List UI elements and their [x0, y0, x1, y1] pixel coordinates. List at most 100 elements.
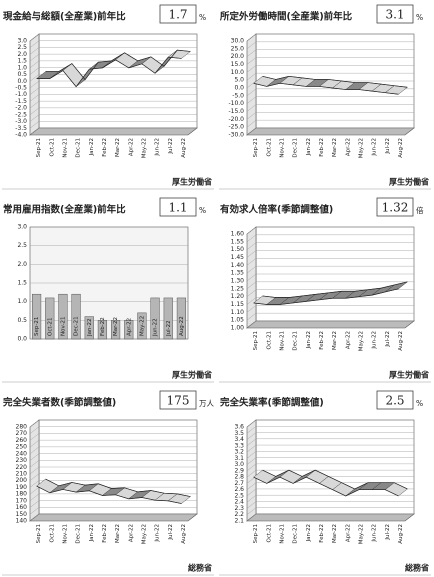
- side-grid: [29, 47, 40, 55]
- source: 厚生労働省: [172, 177, 212, 187]
- chart-title: 有効求人倍率(季節調整値): [220, 204, 333, 216]
- y-tick-label: -2.5: [15, 111, 27, 118]
- side-grid: [29, 460, 40, 468]
- y-tick-label: 140: [16, 518, 28, 525]
- y-tick-label: 2.5: [17, 242, 27, 249]
- headline-box: [376, 197, 414, 217]
- floor: [246, 127, 415, 136]
- y-tick-label: -3.5: [15, 125, 27, 132]
- y-tick-label: 2.9: [234, 467, 244, 474]
- side-grid: [246, 258, 257, 266]
- side-grid: [246, 289, 257, 297]
- side-grid: [246, 438, 257, 446]
- bar: [84, 316, 94, 340]
- source: 厚生労働省: [389, 177, 429, 187]
- headline-box: [376, 4, 414, 24]
- y-tick-label: 210: [16, 471, 28, 478]
- floor: [246, 320, 415, 329]
- y-tick-label: 2.4: [234, 499, 244, 506]
- side-grid: [246, 73, 257, 81]
- headline-value: 1.7: [168, 8, 187, 22]
- headline-value: 175: [167, 394, 190, 408]
- side-grid: [29, 40, 40, 48]
- floor: [29, 127, 198, 136]
- x-tick-label: Sep-21: [34, 317, 40, 336]
- side-grid: [29, 60, 40, 69]
- y-tick-label: 2.3: [234, 505, 244, 512]
- y-tick-label: 3.2: [234, 449, 244, 456]
- x-tick-label: Jun-22: [372, 138, 378, 157]
- chart-title: 現金給与総額(全産業)前年比: [3, 11, 126, 23]
- side-wall: [246, 419, 257, 522]
- x-tick-label: Jan-22: [306, 331, 312, 349]
- x-tick-label: Mar-22: [332, 331, 338, 350]
- x-tick-label: Aug-22: [181, 524, 187, 544]
- side-grid: [29, 100, 40, 109]
- side-grid: [246, 488, 257, 497]
- y-tick-label: 240: [16, 450, 28, 457]
- x-tick-label: Apr-22: [126, 318, 132, 336]
- source: 総務省: [405, 563, 429, 573]
- bar: [31, 293, 42, 340]
- x-tick-label: Nov-21: [62, 138, 68, 158]
- x-tick-label: Dec-21: [293, 138, 299, 158]
- y-tick-label: 0.5: [17, 71, 27, 78]
- side-grid: [29, 107, 40, 116]
- y-tick-label: 2.5: [234, 492, 244, 499]
- side-grid: [246, 451, 257, 459]
- y-tick-label: -15.0: [228, 108, 244, 115]
- headline-unit: %: [199, 13, 206, 22]
- x-tick-label: May-22: [139, 316, 145, 336]
- side-grid: [246, 242, 257, 250]
- chart-title: 完全失業者数(季節調整値): [3, 397, 116, 409]
- side-grid: [246, 250, 257, 258]
- x-tick-label: Jun-22: [372, 524, 378, 543]
- y-tick-label: 1.15: [231, 301, 245, 308]
- side-grid: [29, 67, 40, 75]
- headline-box: [159, 390, 197, 410]
- y-tick-label: 1.25: [231, 285, 245, 292]
- side-grid: [246, 33, 257, 42]
- x-tick-label: Jun-22: [153, 318, 159, 337]
- x-tick-label: Feb-22: [102, 524, 108, 543]
- side-grid: [29, 33, 40, 42]
- side-grid: [246, 104, 257, 112]
- side-grid: [29, 439, 40, 448]
- x-tick-label: Jul-22: [385, 524, 391, 541]
- headline-unit: 万人: [199, 399, 214, 408]
- y-tick-label: -0.5: [15, 85, 27, 92]
- y-tick-label: 2.0: [17, 261, 27, 268]
- side-grid: [246, 305, 257, 313]
- x-tick-label: Dec-21: [76, 524, 82, 544]
- y-tick-label: 2.2: [234, 511, 244, 518]
- line-front: [36, 485, 182, 504]
- x-tick-label: Sep-21: [253, 524, 259, 543]
- x-tick-label: Jul-22: [385, 331, 391, 348]
- y-tick-label: 230: [16, 457, 28, 464]
- x-tick-label: Jun-22: [155, 524, 161, 543]
- y-tick-label: 1.60: [231, 231, 245, 238]
- y-tick-label: 190: [16, 484, 28, 491]
- side-grid: [29, 53, 40, 62]
- side-grid: [246, 482, 257, 490]
- side-grid: [29, 419, 40, 428]
- x-tick-label: Oct-21: [266, 524, 272, 543]
- x-tick-label: Nov-21: [279, 524, 285, 544]
- line-back: [45, 478, 191, 497]
- x-tick-label: Apr-22: [345, 524, 351, 542]
- side-grid: [246, 469, 257, 478]
- y-tick-label: 160: [16, 504, 28, 511]
- headline-unit: %: [199, 206, 206, 215]
- headline-value: 2.5: [385, 394, 404, 408]
- y-tick-label: 2.0: [17, 51, 27, 58]
- x-tick-label: Aug-22: [181, 138, 187, 158]
- y-tick-label: 2.1: [234, 518, 244, 525]
- side-grid: [29, 466, 40, 475]
- side-grid: [246, 313, 257, 321]
- y-tick-label: -25.0: [228, 124, 244, 131]
- source: 総務省: [188, 563, 212, 573]
- x-tick-label: Sep-21: [36, 524, 42, 543]
- side-grid: [29, 114, 40, 122]
- side-grid: [29, 121, 40, 129]
- side-grid: [246, 457, 257, 465]
